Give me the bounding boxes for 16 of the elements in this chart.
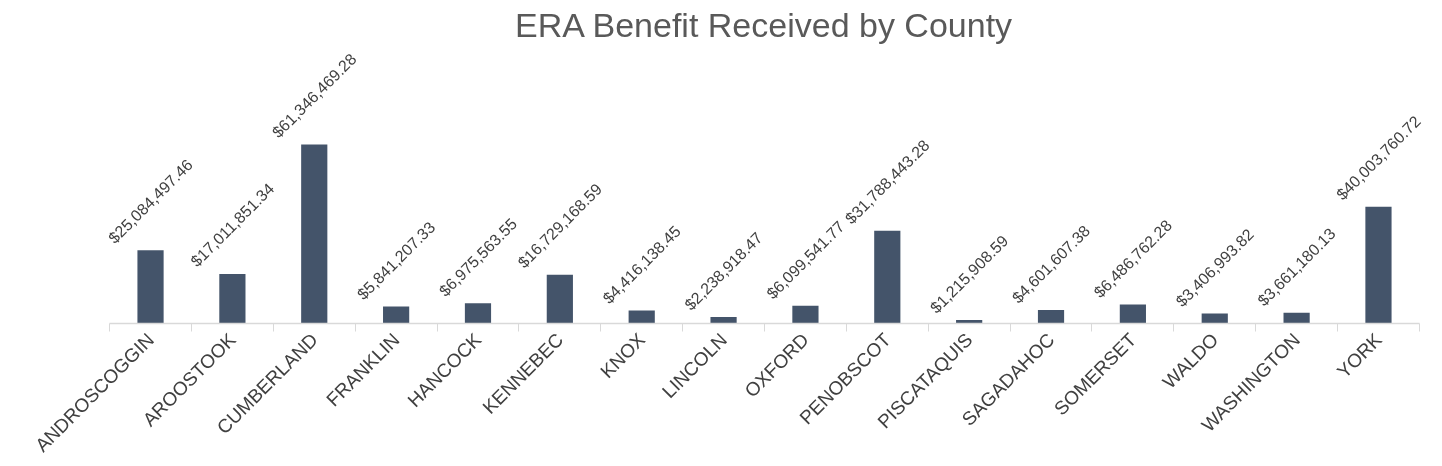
bar (1119, 304, 1146, 324)
bar (1283, 312, 1310, 324)
bar (301, 144, 328, 324)
bar (383, 306, 410, 324)
bar (792, 305, 819, 324)
bar (546, 274, 573, 324)
bar (464, 303, 492, 324)
bar (628, 310, 655, 324)
bar (137, 250, 164, 324)
bar (1037, 310, 1065, 324)
bar (1201, 313, 1228, 324)
bar (710, 316, 737, 324)
bar (874, 230, 901, 324)
bar (1365, 206, 1392, 324)
bar (219, 273, 246, 324)
chart-title: ERA Benefit Received by County (515, 5, 1013, 44)
